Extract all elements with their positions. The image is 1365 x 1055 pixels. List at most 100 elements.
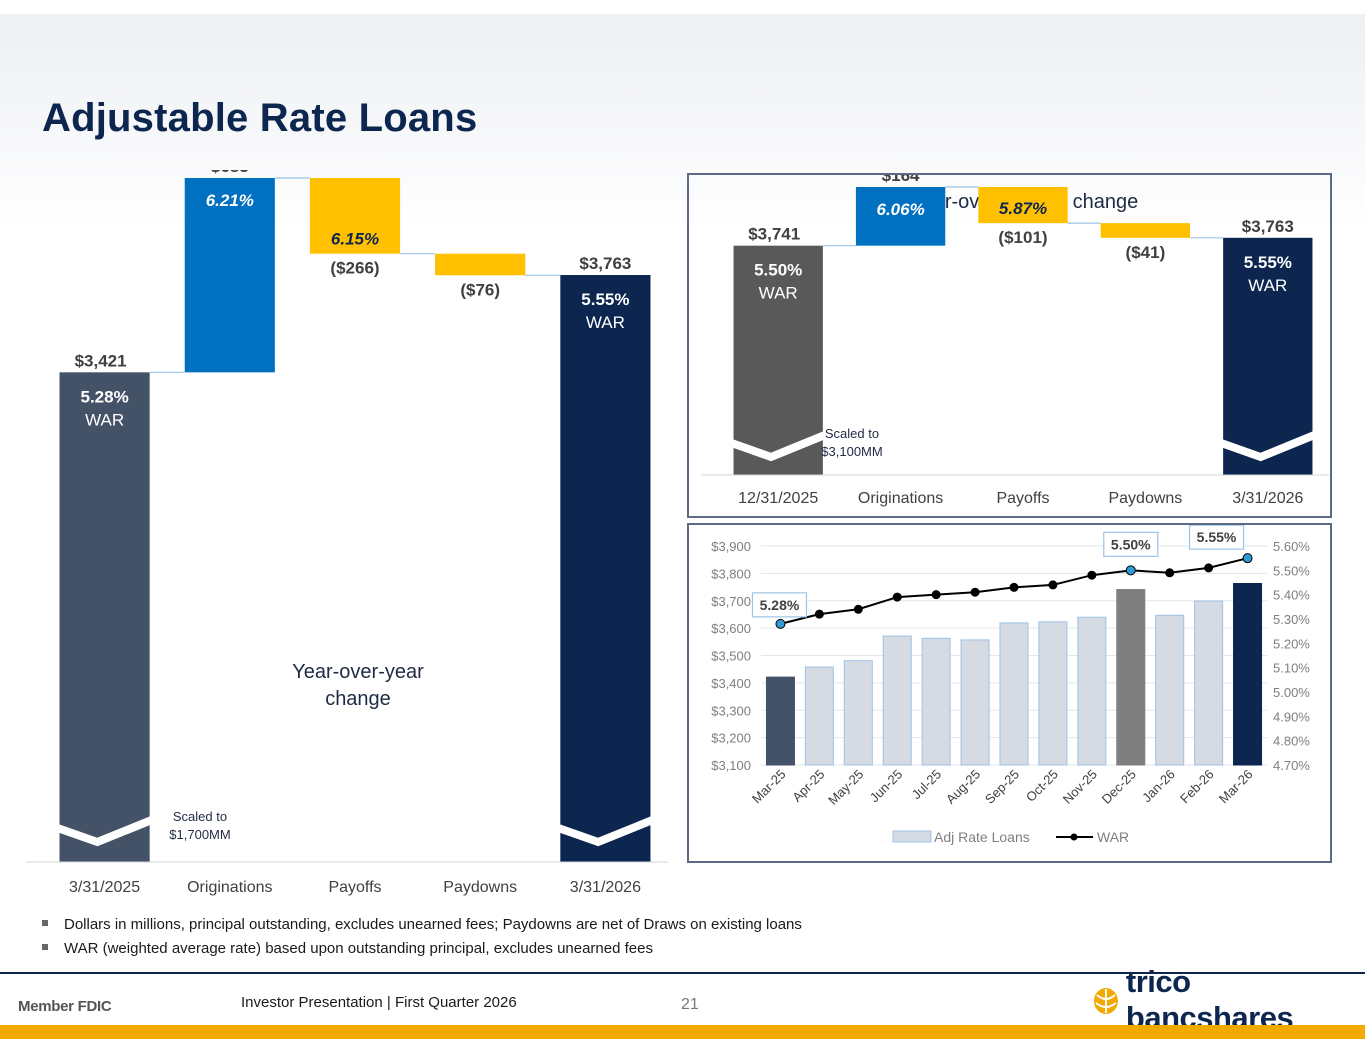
- category-label: 12/31/2025: [738, 490, 818, 507]
- waterfall-bar: [855, 187, 946, 246]
- rate-label: 5.55%: [1244, 253, 1292, 272]
- category-label: Paydowns: [443, 879, 517, 896]
- monthly-bar: [804, 666, 834, 766]
- value-label: $164: [882, 175, 920, 185]
- war-label: WAR: [1248, 276, 1287, 295]
- y-tick-label: $3,600: [711, 621, 751, 636]
- value-label: ($266): [330, 259, 379, 278]
- x-tick-label: May-25: [825, 767, 866, 808]
- footnote-text: Dollars in millions, principal outstandi…: [64, 916, 802, 933]
- callout-label: 5.28%: [760, 597, 800, 613]
- bullet-icon: [42, 944, 48, 950]
- category-label: 3/31/2025: [69, 879, 140, 896]
- monthly-bar: [1194, 600, 1224, 766]
- monthly-panel: [687, 523, 1332, 863]
- waterfall-bar: [1100, 223, 1191, 238]
- y-tick-label: $3,500: [711, 649, 751, 664]
- y-tick-label: $3,900: [711, 539, 751, 554]
- waterfall-bar: [1223, 237, 1313, 475]
- legend-label: WAR: [1097, 829, 1129, 845]
- y-tick-label: $3,100: [711, 758, 751, 773]
- rate-label: 6.06%: [876, 200, 924, 219]
- callout-box: [1188, 525, 1245, 550]
- y2-tick-label: 4.90%: [1273, 709, 1310, 724]
- axis-break-icon: [56, 816, 154, 847]
- monthly-bar: [1038, 621, 1068, 766]
- category-label: Payoffs: [328, 879, 381, 896]
- x-tick-label: Aug-25: [943, 767, 983, 807]
- x-tick-label: Mar-25: [749, 767, 789, 807]
- rate-label: 5.55%: [581, 290, 629, 309]
- value-label: $3,763: [1242, 217, 1294, 236]
- waterfall-bar: [560, 275, 651, 862]
- y2-tick-label: 4.70%: [1273, 758, 1310, 773]
- callout-box: [751, 592, 808, 618]
- legend-swatch-bar: [892, 830, 932, 843]
- y2-tick-label: 4.80%: [1273, 734, 1310, 749]
- war-point: [1125, 565, 1136, 576]
- war-point: [814, 609, 824, 619]
- footnote-text: WAR (weighted average rate) based upon o…: [64, 940, 653, 957]
- y2-tick-label: 5.00%: [1273, 685, 1310, 700]
- y-tick-label: $3,200: [711, 731, 751, 746]
- member-fdic: Member FDIC: [18, 998, 112, 1015]
- war-point: [1087, 570, 1097, 580]
- waterfall-bar: [978, 187, 1068, 224]
- category-label: Originations: [858, 490, 943, 507]
- value-label: $3,741: [748, 225, 800, 244]
- y2-tick-label: 5.30%: [1273, 612, 1310, 627]
- value-label: ($41): [1126, 243, 1166, 262]
- category-label: 3/31/2026: [1232, 490, 1303, 507]
- war-point: [970, 587, 980, 597]
- presentation-label: Investor Presentation | First Quarter 20…: [241, 994, 517, 1011]
- footnote-2: WAR (weighted average rate) based upon o…: [42, 940, 802, 957]
- x-tick-label: Apr-25: [789, 767, 827, 805]
- y2-tick-label: 5.10%: [1273, 661, 1310, 676]
- x-tick-label: Jan-26: [1139, 767, 1178, 806]
- war-label: WAR: [759, 284, 798, 303]
- monthly-bar: [1077, 616, 1107, 766]
- scale-note: $3,100MM: [821, 444, 882, 459]
- callout-label: 5.55%: [1197, 529, 1237, 545]
- y-tick-label: $3,700: [711, 594, 751, 609]
- war-point: [1048, 580, 1058, 590]
- value-label: $683: [211, 170, 249, 176]
- x-tick-label: Jun-25: [867, 767, 906, 806]
- war-point: [853, 604, 863, 614]
- x-tick-label: Oct-25: [1023, 767, 1061, 805]
- value-label: $3,421: [75, 351, 127, 370]
- footnote-1: Dollars in millions, principal outstandi…: [42, 916, 802, 933]
- company-logo: trico bancshares: [1092, 964, 1365, 1035]
- value-label: ($101): [998, 228, 1047, 247]
- war-point: [1009, 582, 1019, 592]
- footer-gold-band: [0, 1025, 1365, 1039]
- page-number: 21: [681, 996, 699, 1013]
- rate-label: 5.87%: [999, 199, 1047, 218]
- category-label: 3/31/2026: [570, 879, 641, 896]
- monthly-bar: [1155, 614, 1185, 766]
- scale-note: Scaled to: [173, 809, 227, 824]
- monthly-bar: [1233, 583, 1263, 766]
- axis-break-icon: [1219, 431, 1316, 462]
- war-point: [1165, 568, 1175, 578]
- monthly-bar: [999, 622, 1029, 766]
- rate-label: 5.50%: [754, 261, 802, 280]
- logo-mark-icon: [1093, 988, 1118, 1014]
- top-band: [0, 0, 1365, 14]
- waterfall-bar: [733, 245, 823, 475]
- value-label: ($76): [460, 280, 500, 299]
- footnotes: Dollars in millions, principal outstandi…: [42, 916, 802, 964]
- axis-break-icon: [557, 816, 654, 847]
- war-point: [892, 592, 902, 602]
- monthly-bar: [765, 676, 795, 766]
- waterfall-bar: [309, 178, 401, 254]
- waterfall-bar: [435, 253, 526, 276]
- waterfall-bar: [59, 372, 150, 862]
- waterfall-bar: [184, 178, 275, 373]
- monthly-bar: [882, 635, 912, 766]
- yoy-waterfall-chart: 3/31/2025 Originations Payoffs Paydowns 3/31…: [26, 170, 668, 896]
- legend-label: Adj Rate Loans: [934, 829, 1030, 845]
- y2-tick-label: 5.50%: [1273, 563, 1310, 578]
- monthly-bar: [960, 639, 990, 766]
